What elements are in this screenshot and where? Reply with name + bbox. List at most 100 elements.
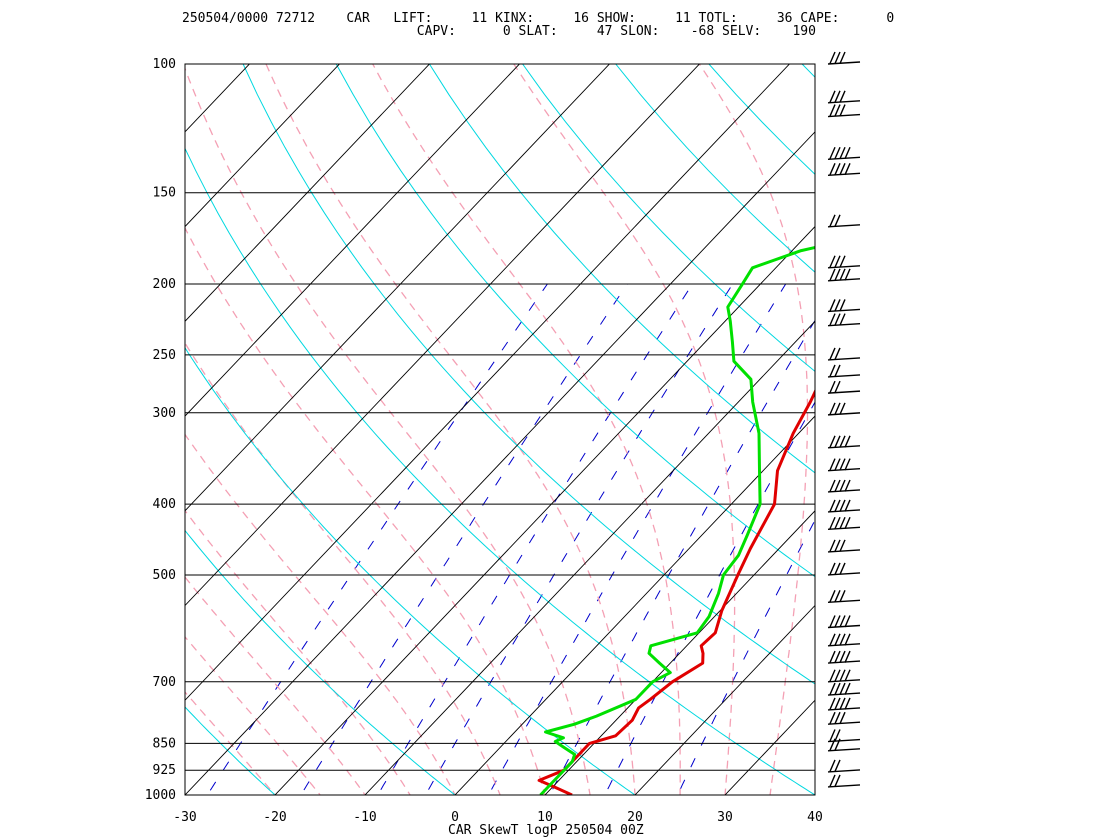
- isotherm-line: [274, 225, 815, 795]
- isotherm-line: [185, 64, 341, 228]
- wind-barb-staff: [827, 748, 861, 752]
- wind-barb-feather: [844, 479, 851, 492]
- wind-barb: [827, 255, 861, 269]
- wind-barb-feather: [839, 682, 846, 695]
- sounding-profiles: [537, 245, 815, 795]
- temperature-tick-label: 20: [627, 810, 643, 825]
- wind-barb: [827, 774, 861, 788]
- wind-barb-feather: [839, 146, 846, 160]
- wind-barb: [827, 633, 861, 647]
- wind-barb: [827, 435, 861, 449]
- wind-barb-feather: [834, 729, 841, 742]
- wind-barb-staff: [827, 572, 861, 576]
- wind-barb: [827, 380, 861, 394]
- wind-barb-feather: [839, 435, 846, 448]
- wind-barb-staff: [827, 489, 861, 493]
- pressure-tick-label: 925: [153, 763, 176, 778]
- pressure-tick-label: 500: [153, 568, 176, 583]
- mixing-ratio-line: [487, 283, 787, 795]
- wind-barb: [827, 650, 861, 664]
- mixing-ratio-lines: [206, 283, 815, 795]
- temperature-tick-label: 10: [537, 810, 553, 825]
- wind-barb-staff: [827, 322, 861, 327]
- wind-barb: [827, 562, 861, 576]
- wind-barb: [827, 268, 861, 282]
- moist-adiabat-line: [185, 226, 546, 795]
- wind-barb-feather: [829, 774, 836, 787]
- wind-barb-staff: [827, 660, 861, 664]
- wind-barb-feather: [829, 51, 836, 64]
- wind-barb-feather: [839, 90, 846, 103]
- wind-barb-feather: [829, 347, 836, 360]
- wind-barb-feather: [829, 615, 836, 628]
- wind-barb-staff: [827, 549, 861, 553]
- wind-barb-staff: [827, 784, 861, 788]
- dry-adiabat-line: [242, 64, 815, 685]
- wind-barb-feather: [834, 347, 841, 360]
- wind-barb-staff: [827, 390, 861, 394]
- wind-barb-feather: [844, 268, 851, 281]
- wind-barb-feather: [844, 458, 851, 471]
- wind-barb-feather: [829, 435, 836, 448]
- wind-barb-staff: [827, 224, 861, 228]
- wind-barb: [827, 299, 861, 313]
- wind-barb: [827, 146, 861, 160]
- wind-barb-feather: [834, 51, 841, 64]
- isotherm-line: [634, 604, 815, 795]
- wind-barb-feather: [829, 479, 836, 492]
- wind-barb-feather: [839, 516, 846, 530]
- isotherm-line: [185, 131, 815, 795]
- wind-barb-feather: [834, 682, 841, 695]
- isotherm-line: [454, 415, 815, 795]
- wind-barb-feather: [834, 615, 841, 628]
- moist-adiabat-line: [372, 64, 681, 795]
- isotherm-line: [544, 510, 815, 795]
- wind-barb-feather: [834, 214, 841, 227]
- wind-barb-feather: [839, 711, 846, 724]
- wind-barb-feather: [829, 738, 836, 751]
- wind-barb: [827, 682, 861, 696]
- wind-barb-feather: [834, 458, 841, 471]
- wind-barb-feather: [844, 516, 851, 530]
- wind-barb-feather: [844, 650, 851, 663]
- temperature-profile-line: [537, 388, 815, 795]
- wind-barb-staff: [827, 445, 861, 449]
- wind-barb-feather: [834, 435, 841, 448]
- temperature-tick-labels: -30 -20 -10 0 10 20 30 40: [173, 810, 823, 825]
- wind-barb-feather: [829, 364, 836, 377]
- wind-barb-staff: [827, 467, 861, 472]
- isotherm-line: [185, 64, 521, 417]
- moist-adiabat-line: [185, 576, 366, 795]
- wind-barb-feather: [829, 516, 836, 530]
- wind-barb-feather: [844, 146, 851, 160]
- wind-barb: [827, 539, 861, 553]
- mixing-ratio-line: [206, 283, 548, 795]
- moist-adiabat-line: [265, 64, 636, 795]
- isotherm-line: [185, 64, 251, 133]
- wind-barb-feather: [839, 313, 846, 326]
- wind-barb: [827, 313, 861, 327]
- wind-barb-feather: [839, 479, 846, 492]
- pressure-tick-label: 300: [153, 406, 176, 421]
- wind-barb: [827, 364, 861, 378]
- wind-barb: [827, 90, 861, 104]
- wind-barb-feather: [834, 380, 841, 393]
- wind-barb-staff: [827, 172, 861, 177]
- wind-barb-feather: [839, 697, 846, 710]
- moist-adiabat-line: [185, 66, 591, 795]
- wind-barb-feather: [834, 104, 841, 117]
- wind-barb-staff: [827, 113, 861, 118]
- dry-adiabat-line: [428, 64, 815, 474]
- moist-adiabat-line: [185, 635, 321, 795]
- wind-barb-feather: [839, 633, 846, 646]
- wind-barb-feather: [844, 615, 851, 628]
- wind-barb-feather: [844, 682, 851, 695]
- wind-barb-staff: [827, 769, 861, 773]
- dry-adiabat-line: [185, 706, 276, 795]
- wind-barb-feather: [844, 435, 851, 448]
- plot-frame: [184, 63, 816, 796]
- pressure-tick-label: 200: [153, 277, 176, 292]
- wind-barb-feather: [839, 458, 846, 471]
- dry-adiabat-line: [801, 64, 815, 78]
- wind-barb: [827, 669, 861, 683]
